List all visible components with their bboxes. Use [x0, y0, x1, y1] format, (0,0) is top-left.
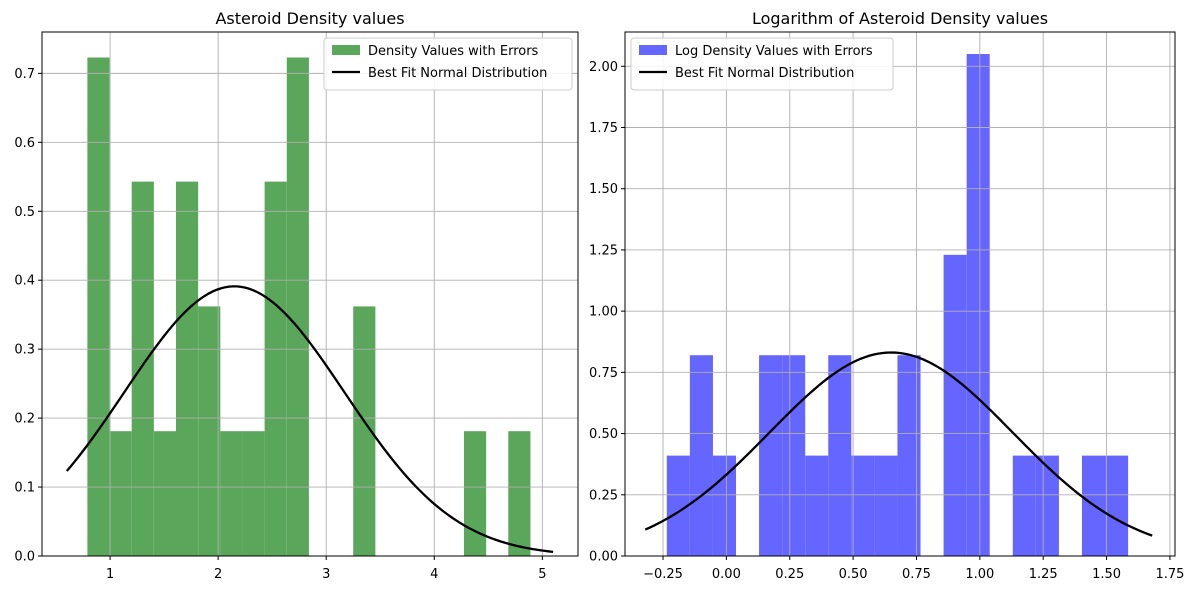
histogram-bar — [805, 455, 829, 556]
histogram-bar — [897, 355, 921, 556]
right-chart: −0.25 0.00 0.25 0.50 0.75 1.00 1.25 1.50 1.750.0… — [589, 9, 1184, 582]
y-tick-label: 0.7 — [14, 67, 35, 82]
histogram-bar — [242, 431, 265, 556]
y-tick-label: 2.00 — [589, 60, 618, 75]
histogram-bar — [689, 355, 713, 556]
y-tick-label: 1.00 — [589, 305, 618, 320]
legend-label-bars: Log Density Values with Errors — [675, 44, 873, 59]
histogram-bar — [966, 54, 990, 556]
histogram-bar — [828, 355, 852, 556]
grid — [42, 32, 578, 557]
x-tick-label: 0.75 — [902, 567, 931, 582]
legend-label-bars: Density Values with Errors — [368, 44, 539, 59]
chart-title: Logarithm of Asteroid Density values — [752, 9, 1048, 28]
histogram-bar — [712, 455, 737, 556]
histogram-bar — [666, 455, 690, 556]
fit-curve-line — [65, 285, 554, 554]
histogram-bar — [1012, 455, 1036, 556]
histogram-bar — [153, 431, 176, 556]
histogram-bar — [286, 57, 309, 556]
x-tick-label: 5 — [538, 567, 546, 582]
x-tick-label: 0.50 — [839, 567, 868, 582]
legend-box — [323, 37, 573, 91]
x-tick-label: 1.00 — [965, 567, 994, 582]
x-axis: −0.25 0.00 0.25 0.50 0.75 1.00 1.25 1.50 1.75 — [643, 556, 1184, 582]
y-tick-label: 0.50 — [589, 427, 618, 442]
y-tick-label: 1.25 — [589, 243, 618, 258]
legend-label-curve: Best Fit Normal Distribution — [368, 66, 547, 81]
histogram-bar — [264, 181, 287, 556]
histogram-bar — [87, 57, 110, 556]
histogram-bars — [666, 54, 1129, 556]
histogram-bar — [874, 455, 898, 556]
axes-frame — [41, 31, 579, 557]
histogram-bar — [176, 181, 199, 556]
y-axis: 0.0 0.1 0.2 0.3 0.4 0.5 0.6 0.7 — [14, 67, 42, 565]
legend: Log Density Values with Errors Best Fit N… — [630, 37, 894, 91]
legend-swatch-bars — [332, 45, 360, 55]
histogram-bar — [109, 431, 132, 556]
histogram-bar — [220, 431, 243, 556]
axes-frame — [624, 31, 1176, 557]
histogram-bar — [198, 306, 221, 556]
y-tick-label: 0.3 — [14, 343, 35, 358]
y-tick-label: 0.25 — [589, 488, 618, 503]
x-tick-label: 1.75 — [1155, 567, 1184, 582]
x-tick-label: 1.50 — [1092, 567, 1121, 582]
y-tick-label: 0.75 — [589, 366, 618, 381]
x-tick-label: 1.25 — [1029, 567, 1058, 582]
x-tick-label: 0.25 — [775, 567, 804, 582]
legend: Density Values with Errors Best Fit Norma… — [323, 37, 573, 91]
y-tick-label: 0.00 — [589, 550, 618, 565]
y-tick-label: 0.6 — [14, 136, 35, 151]
legend-swatch-bars — [639, 45, 667, 55]
legend-label-curve: Best Fit Normal Distribution — [675, 66, 854, 81]
y-tick-label: 0.4 — [14, 274, 35, 289]
histogram-bar — [508, 431, 531, 556]
histogram-bar — [759, 355, 783, 556]
histogram-bars — [87, 57, 531, 556]
x-axis: 1 2 3 4 5 — [106, 556, 546, 582]
histogram-bar — [1035, 455, 1059, 556]
y-tick-label: 0.1 — [14, 481, 35, 496]
x-tick-label: −0.25 — [643, 567, 683, 582]
legend-box — [630, 37, 894, 91]
fit-curve-line — [644, 351, 1153, 537]
y-tick-label: 0.2 — [14, 412, 35, 427]
y-tick-label: 1.50 — [589, 182, 618, 197]
histogram-bar — [1105, 455, 1129, 556]
histogram-bar — [943, 254, 967, 556]
x-tick-label: 0.00 — [712, 567, 741, 582]
histogram-bar — [353, 306, 376, 556]
histogram-bar — [131, 181, 154, 556]
histogram-bar — [463, 431, 487, 556]
histogram-bar — [851, 455, 875, 556]
x-tick-label: 2 — [214, 567, 222, 582]
left-chart: 1 2 3 4 5 0.0 0.1 0.2 0.3 0.4 0.5 0.6 0.7 Asteroid De… — [14, 9, 579, 582]
x-tick-label: 1 — [106, 567, 114, 582]
x-tick-label: 4 — [430, 567, 438, 582]
y-tick-label: 0.5 — [14, 205, 35, 220]
y-tick-label: 0.0 — [14, 550, 35, 565]
x-tick-label: 3 — [322, 567, 330, 582]
y-tick-label: 1.75 — [589, 121, 618, 136]
histogram-bar — [782, 355, 806, 556]
chart-title: Asteroid Density values — [215, 9, 404, 28]
y-axis: 0.00 0.25 0.50 0.75 1.00 1.25 1.50 1.75 2.00 — [589, 60, 625, 565]
